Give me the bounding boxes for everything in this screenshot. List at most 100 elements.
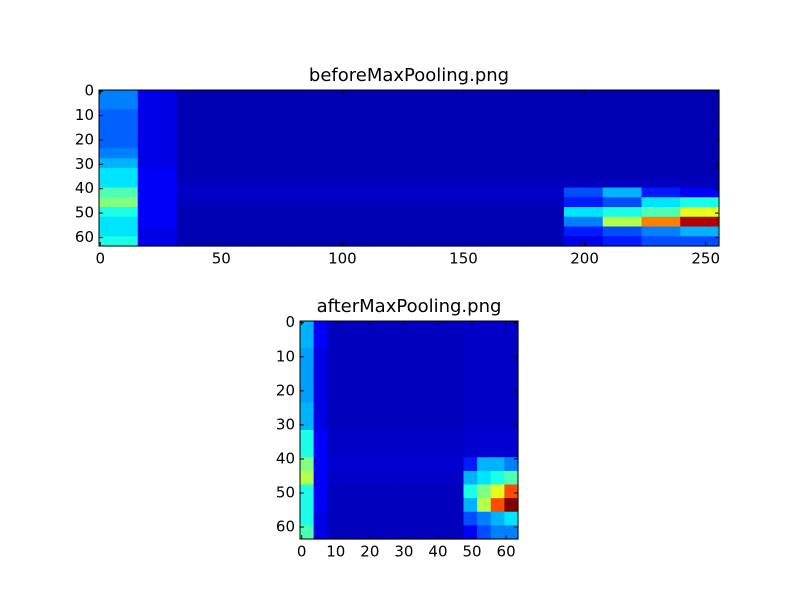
heatmap-cell xyxy=(463,402,478,417)
heatmap-cell xyxy=(564,197,604,208)
heatmap-cell xyxy=(292,236,333,247)
heatmap-cell xyxy=(176,138,216,150)
heatmap-cell xyxy=(327,375,342,390)
heatmap-cell xyxy=(331,177,371,189)
heatmap-cell xyxy=(313,484,328,499)
heatmap-cell xyxy=(409,402,424,417)
heatmap-cell xyxy=(340,498,356,513)
heatmap-cell xyxy=(354,361,369,377)
heatmap-cell xyxy=(477,525,492,540)
heatmap-cell xyxy=(409,109,449,120)
heatmap-cell xyxy=(176,187,216,198)
heatmap-cell xyxy=(602,216,643,228)
heatmap-cell xyxy=(409,90,449,101)
heatmap-cell xyxy=(313,443,328,458)
heatmap-cell xyxy=(564,187,604,198)
heatmap-cell xyxy=(340,470,356,486)
heatmap-cell xyxy=(436,334,451,349)
heatmap-cell xyxy=(486,207,526,218)
heatmap-cell xyxy=(436,348,451,363)
heatmap-cell xyxy=(254,109,294,120)
heatmap-cell xyxy=(381,416,396,431)
heatmap-cell xyxy=(477,470,492,486)
heatmap-cell xyxy=(215,197,255,208)
heatmap-cell xyxy=(254,197,294,208)
heatmap-cell xyxy=(370,109,410,120)
heatmap-cell xyxy=(436,375,451,390)
heatmap-cell xyxy=(292,138,333,150)
heatmap-cell xyxy=(99,148,139,159)
heatmap-cell xyxy=(422,457,437,472)
heatmap-cell xyxy=(641,236,681,247)
heatmap-cell xyxy=(370,119,410,130)
heatmap-cell xyxy=(176,119,216,130)
heatmap-cell xyxy=(370,129,410,140)
heatmap-cell xyxy=(176,158,216,169)
heatmap-cell xyxy=(525,90,565,101)
heatmap-cell xyxy=(680,187,720,198)
heatmap-cell xyxy=(504,525,519,540)
heatmap-cell xyxy=(449,348,465,363)
heatmap-cell xyxy=(300,525,315,540)
heatmap-cell xyxy=(370,148,410,159)
heatmap-cell xyxy=(137,138,178,150)
heatmap-cell xyxy=(381,470,396,486)
heatmap-cell xyxy=(422,334,437,349)
heatmap-cell xyxy=(490,361,505,377)
heatmap-cell xyxy=(477,498,492,513)
heatmap-cell xyxy=(422,498,437,513)
heatmap-cell xyxy=(463,498,478,513)
heatmap-cell xyxy=(300,402,315,417)
heatmap-cell xyxy=(490,416,505,431)
heatmap-cell xyxy=(300,443,315,458)
heatmap-cell xyxy=(486,197,526,208)
heatmap-cell xyxy=(463,389,478,404)
chart-title: afterMaxPooling.png xyxy=(317,296,502,317)
heatmap-cell xyxy=(447,207,488,218)
heatmap-cell xyxy=(486,216,526,228)
heatmap-cell xyxy=(409,498,424,513)
heatmap-cell xyxy=(490,443,505,458)
heatmap-cell xyxy=(436,361,451,377)
heatmap-cell xyxy=(602,158,643,169)
heatmap-cell xyxy=(525,129,565,140)
heatmap-cell xyxy=(602,138,643,150)
heatmap-cell xyxy=(436,443,451,458)
heatmap-cell xyxy=(381,389,396,404)
heatmap-cell xyxy=(525,99,565,111)
heatmap-cell xyxy=(409,216,449,228)
heatmap-cell xyxy=(354,334,369,349)
heatmap-cell xyxy=(340,375,356,390)
heatmap-cell xyxy=(381,334,396,349)
heatmap-cell xyxy=(641,177,681,189)
heatmap-cell xyxy=(313,430,328,445)
heatmap-cell xyxy=(447,236,488,247)
heatmap-cell xyxy=(340,361,356,377)
heatmap-cell xyxy=(409,430,424,445)
heatmap-cell xyxy=(137,148,178,159)
heatmap-cell xyxy=(368,334,383,349)
heatmap-cell xyxy=(300,511,315,526)
heatmap-cell xyxy=(449,430,465,445)
heatmap-cell xyxy=(254,90,294,101)
heatmap-cell xyxy=(254,158,294,169)
heatmap-cell xyxy=(477,321,492,336)
heatmap-cell xyxy=(504,361,519,377)
heatmap-cell xyxy=(463,511,478,526)
heatmap-cell xyxy=(477,334,492,349)
heatmap-cell xyxy=(680,207,720,218)
heatmap-cell xyxy=(254,216,294,228)
heatmap-cell xyxy=(368,525,383,540)
heatmap-cell xyxy=(422,525,437,540)
heatmap-cell xyxy=(381,321,396,336)
heatmap-cell xyxy=(176,90,216,101)
heatmap-cell xyxy=(99,129,139,140)
heatmap-cell xyxy=(215,226,255,237)
heatmap-cell xyxy=(409,389,424,404)
x-tick-label: 250 xyxy=(691,250,720,268)
heatmap-cell xyxy=(564,90,604,101)
heatmap-cell xyxy=(395,443,410,458)
heatmap-cell xyxy=(525,138,565,150)
heatmap-cell xyxy=(680,168,720,179)
heatmap-cell xyxy=(300,484,315,499)
